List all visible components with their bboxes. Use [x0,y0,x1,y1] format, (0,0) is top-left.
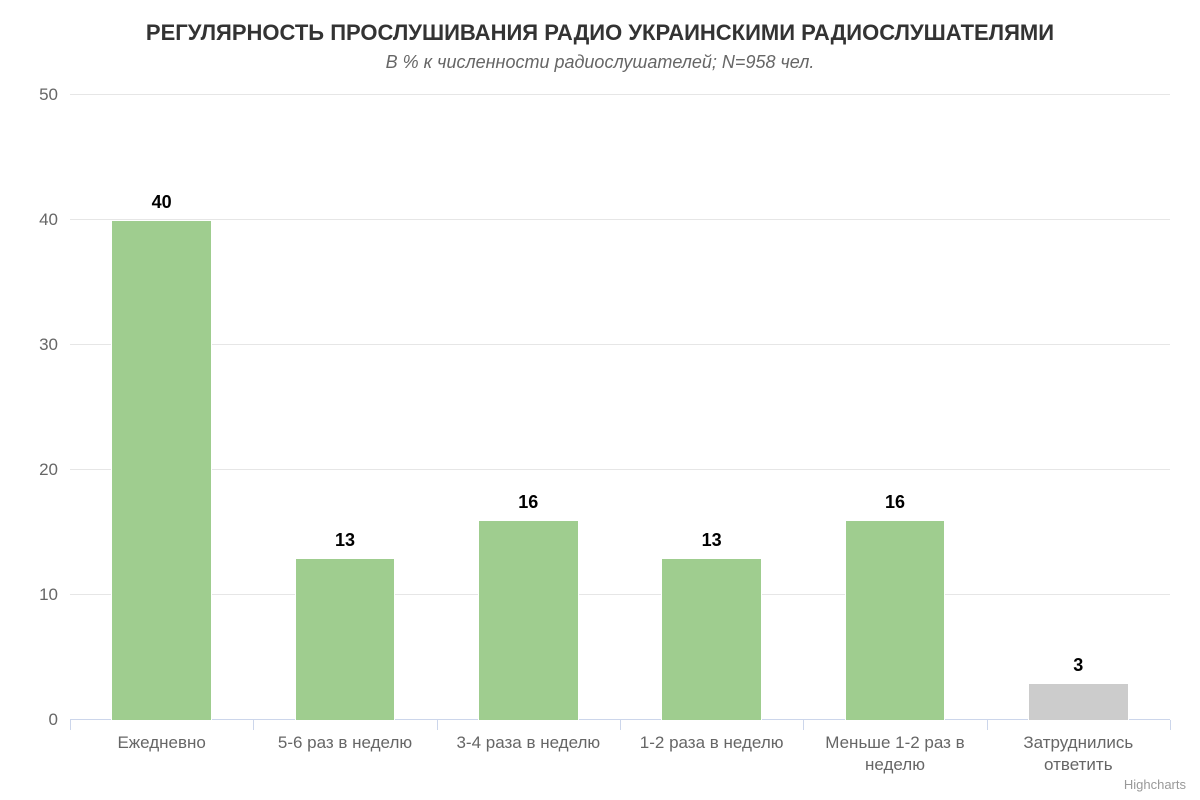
chart-title: РЕГУЛЯРНОСТЬ ПРОСЛУШИВАНИЯ РАДИО УКРАИНС… [0,20,1200,46]
x-axis-tick [1170,720,1171,730]
bar-data-label: 16 [518,492,538,513]
bar[interactable]: 3 [1028,683,1129,721]
bar[interactable]: 16 [478,520,579,720]
bar[interactable]: 13 [661,558,762,721]
bar-slot: 13 [620,95,803,720]
x-axis-tick [620,720,621,730]
bar-slot: 16 [803,95,986,720]
bars-row: 40 13 16 13 16 3 [70,95,1170,720]
y-axis-tick-label: 20 [39,460,58,480]
chart-credits[interactable]: Highcharts [1124,777,1186,792]
x-axis-tick [803,720,804,730]
bar-slot: 3 [987,95,1170,720]
x-axis-category-label: Меньше 1-2 раз в неделю [803,732,986,776]
bar-data-label: 13 [702,530,722,551]
y-axis-tick-label: 30 [39,335,58,355]
bar[interactable]: 13 [295,558,396,721]
x-axis-tick [70,720,71,730]
bar-slot: 16 [437,95,620,720]
x-axis-tick [987,720,988,730]
y-axis-tick-label: 40 [39,210,58,230]
x-axis-category-label: 3-4 раза в неделю [437,732,620,776]
bar-data-label: 13 [335,530,355,551]
bar-slot: 40 [70,95,253,720]
x-axis-category-label: 1-2 раза в неделю [620,732,803,776]
bar[interactable]: 16 [845,520,946,720]
x-axis-tick [253,720,254,730]
bar-data-label: 40 [152,192,172,213]
x-axis-labels: Ежедневно5-6 раз в неделю3-4 раза в неде… [70,732,1170,776]
y-axis-tick-label: 50 [39,85,58,105]
x-axis-category-label: 5-6 раз в неделю [253,732,436,776]
chart-container: РЕГУЛЯРНОСТЬ ПРОСЛУШИВАНИЯ РАДИО УКРАИНС… [0,0,1200,800]
bar-slot: 13 [253,95,436,720]
bar-data-label: 3 [1073,655,1083,676]
x-axis-tick [437,720,438,730]
bar[interactable]: 40 [111,220,212,720]
chart-subtitle: В % к численности радиослушателей; N=958… [0,52,1200,73]
bar-data-label: 16 [885,492,905,513]
x-axis-category-label: Затруднились ответить [987,732,1170,776]
x-axis-category-label: Ежедневно [70,732,253,776]
plot-area: 01020304050 40131613163 Ежедневно5-6 раз… [70,95,1170,720]
y-axis-tick-label: 10 [39,585,58,605]
y-axis-tick-label: 0 [49,710,58,730]
